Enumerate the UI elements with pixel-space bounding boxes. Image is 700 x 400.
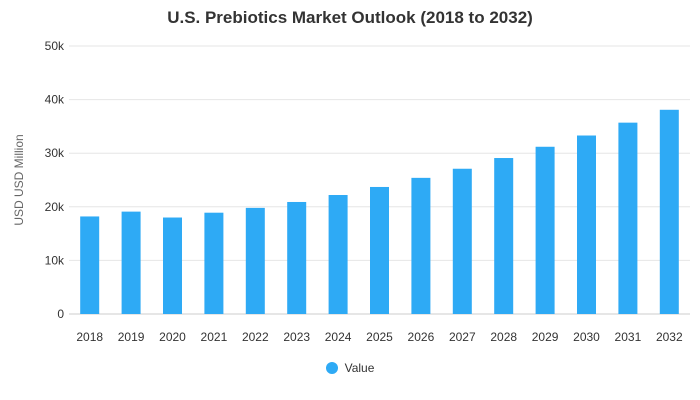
legend-marker-icon — [325, 362, 338, 374]
bar[interactable] — [618, 122, 638, 314]
x-tick-label: 2018 — [76, 330, 103, 344]
legend[interactable]: Value — [0, 361, 700, 375]
legend-label: Value — [344, 361, 375, 375]
chart-title: U.S. Prebiotics Market Outlook (2018 to … — [167, 8, 533, 27]
x-tick-label: 2019 — [118, 330, 145, 344]
x-tick-label: 2031 — [615, 330, 642, 344]
bar[interactable] — [535, 146, 555, 314]
bar[interactable] — [494, 158, 514, 314]
y-axis-label: USD USD Million — [12, 134, 26, 225]
x-tick-label: 2025 — [366, 330, 393, 344]
y-tick-label: 40k — [45, 93, 65, 107]
bar[interactable] — [121, 211, 141, 314]
x-tick-label: 2020 — [159, 330, 186, 344]
bar[interactable] — [659, 109, 679, 314]
bar[interactable] — [163, 217, 182, 314]
bar[interactable] — [80, 216, 100, 314]
x-tick-label: 2029 — [532, 330, 559, 344]
bar[interactable] — [204, 212, 224, 314]
x-tick-label: 2027 — [449, 330, 476, 344]
y-tick-label: 30k — [45, 146, 65, 160]
x-tick-label: 2024 — [325, 330, 352, 344]
bar[interactable] — [287, 201, 307, 314]
bar[interactable] — [328, 195, 348, 314]
x-tick-label: 2032 — [656, 330, 683, 344]
x-tick-label: 2028 — [490, 330, 517, 344]
x-tick-label: 2026 — [408, 330, 435, 344]
y-tick-label: 10k — [45, 253, 65, 267]
y-tick-label: 0 — [57, 307, 64, 321]
bar[interactable] — [452, 168, 472, 314]
bar[interactable] — [370, 186, 389, 314]
x-tick-label: 2023 — [283, 330, 310, 344]
bar[interactable] — [411, 177, 431, 314]
x-tick-label: 2022 — [242, 330, 269, 344]
y-tick-label: 50k — [45, 39, 65, 53]
y-tick-label: 20k — [45, 200, 65, 214]
bar[interactable] — [245, 207, 265, 314]
x-tick-label: 2030 — [573, 330, 600, 344]
x-tick-label: 2021 — [201, 330, 228, 344]
bar[interactable] — [577, 135, 596, 314]
